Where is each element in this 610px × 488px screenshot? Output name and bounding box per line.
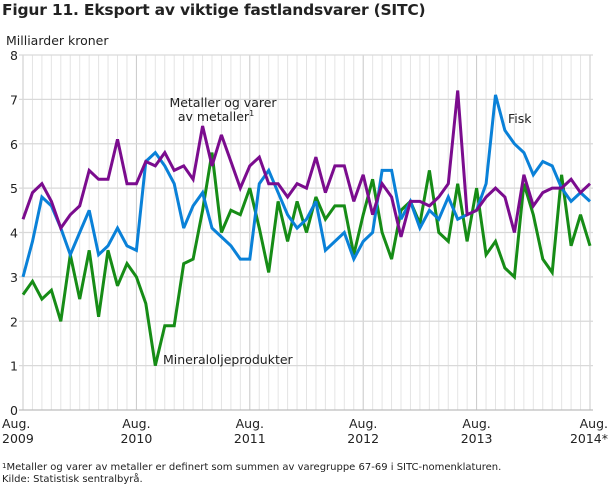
- source: Kilde: Statistisk sentralbyrå.: [2, 474, 143, 485]
- footnote-text: Metaller og varer av metaller er definer…: [6, 462, 502, 473]
- x-tick-label: 2011: [234, 431, 266, 446]
- chart-title: Figur 11. Eksport av viktige fastlandsva…: [2, 1, 426, 19]
- series-label-metaller-line1: Metaller og varer: [169, 95, 277, 110]
- y-tick-label: 8: [10, 48, 18, 63]
- x-tick-label: 2010: [120, 431, 152, 446]
- y-tick-label: 6: [10, 137, 18, 152]
- x-tick-label: Aug.: [349, 416, 377, 431]
- y-tick-labels: 0 1 2 3 4 5 6 7 8: [10, 48, 18, 418]
- x-tick-label: Aug.: [2, 416, 30, 431]
- series-line-mineraloljeprodukter: [21, 152, 592, 366]
- series-label-mineraloljeprodukter: Mineraloljeprodukter: [163, 352, 294, 367]
- series-lines: [21, 90, 592, 366]
- series-line-fisk: [21, 94, 592, 278]
- series-line-metaller-og-varer-av-metaller: [21, 90, 592, 238]
- x-tick-label: Aug.: [236, 416, 264, 431]
- y-tick-label: 7: [10, 92, 18, 107]
- x-tick-label: Aug.: [580, 416, 608, 431]
- x-tick-label: 2012: [347, 431, 379, 446]
- series-label-fisk: Fisk: [508, 111, 532, 126]
- x-tick-label: 2014*: [570, 431, 608, 446]
- x-tick-label: Aug.: [122, 416, 150, 431]
- y-tick-label: 0: [10, 403, 18, 418]
- y-axis-label: Milliarder kroner: [6, 33, 109, 48]
- y-tick-label: 3: [10, 270, 18, 285]
- series-label-metaller-line2: av metaller1: [178, 109, 254, 124]
- y-tick-label: 5: [10, 181, 18, 196]
- x-tick-label: 2013: [461, 431, 493, 446]
- series-labels: Metaller og varer av metaller1 Fisk Mine…: [163, 95, 532, 367]
- y-tick-label: 4: [10, 226, 18, 241]
- x-tick-labels: Aug.2009Aug.2010Aug.2011Aug.2012Aug.2013…: [2, 416, 608, 446]
- footnote-marker: 1: [2, 462, 7, 470]
- footnote: 1Metaller og varer av metaller er define…: [2, 462, 501, 473]
- series-label-metaller-line2-text: av metaller: [178, 109, 250, 124]
- y-tick-label: 2: [10, 314, 18, 329]
- x-tick-label: Aug.: [462, 416, 490, 431]
- x-tick-label: 2009: [2, 431, 34, 446]
- y-tick-label: 1: [10, 359, 18, 374]
- footnote-marker: 1: [249, 109, 254, 118]
